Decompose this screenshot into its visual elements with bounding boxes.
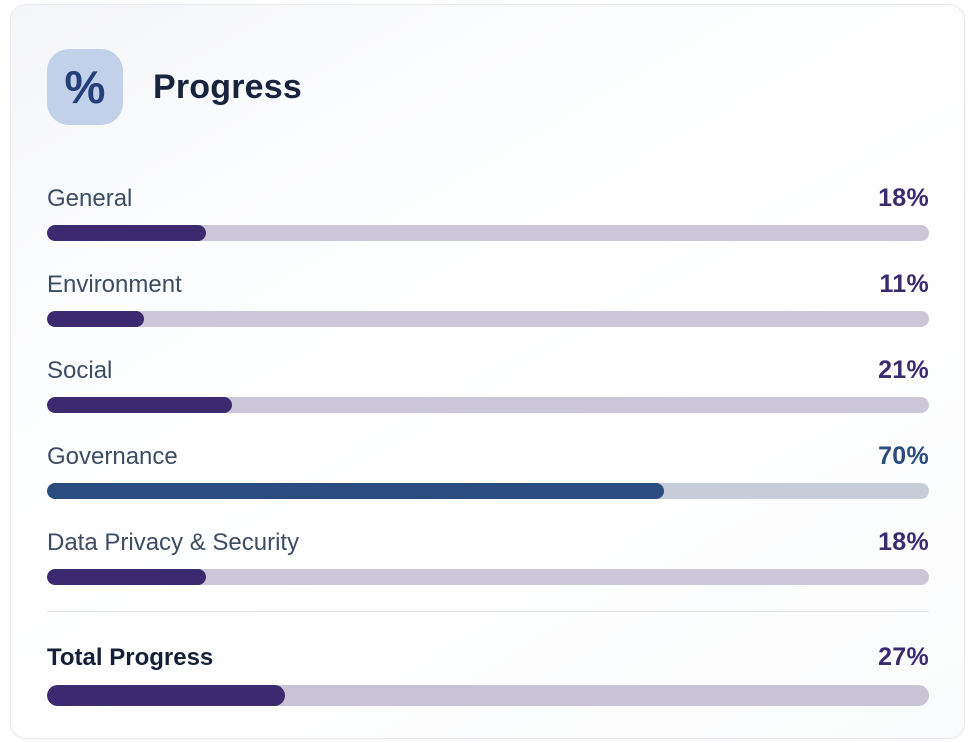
total-progress-bar-fill xyxy=(47,685,286,706)
progress-row-social: Social 21% xyxy=(47,355,929,413)
progress-bar-track xyxy=(47,311,929,327)
total-progress-label: Total Progress xyxy=(47,644,214,671)
progress-bar-fill xyxy=(47,311,145,327)
percent-icon-glyph: % xyxy=(64,61,106,113)
row-value: 18% xyxy=(878,184,929,212)
progress-bar-track xyxy=(47,397,929,413)
card-title: Progress xyxy=(153,67,303,106)
progress-bar-fill xyxy=(47,225,206,241)
divider xyxy=(47,611,929,612)
percent-icon: % xyxy=(47,49,123,125)
row-label: Data Privacy & Security xyxy=(47,529,300,556)
total-progress-value: 27% xyxy=(878,643,929,671)
progress-row-governance: Governance 70% xyxy=(47,441,929,499)
row-label: Environment xyxy=(47,271,182,298)
total-progress-row: Total Progress 27% xyxy=(47,642,929,706)
progress-row-environment: Environment 11% xyxy=(47,269,929,327)
progress-row-data-privacy-security: Data Privacy & Security 18% xyxy=(47,527,929,585)
progress-bar-fill xyxy=(47,569,206,585)
total-progress-bar-track xyxy=(47,685,929,706)
row-value: 70% xyxy=(878,442,929,470)
progress-bar-track xyxy=(47,483,929,499)
progress-rows: General 18% Environment 11% Social 21% xyxy=(47,183,929,706)
row-value: 21% xyxy=(878,356,929,384)
progress-row-general: General 18% xyxy=(47,183,929,241)
progress-bar-fill xyxy=(47,397,233,413)
row-label: Social xyxy=(47,357,113,384)
row-value: 18% xyxy=(878,528,929,556)
card-header: % Progress xyxy=(47,49,929,125)
row-value: 11% xyxy=(879,270,929,298)
progress-bar-track xyxy=(47,569,929,585)
row-label: General xyxy=(47,185,133,212)
row-label: Governance xyxy=(47,443,178,470)
progress-bar-fill xyxy=(47,483,665,499)
progress-bar-track xyxy=(47,225,929,241)
progress-card: % Progress General 18% Environment 11% xyxy=(10,4,965,739)
